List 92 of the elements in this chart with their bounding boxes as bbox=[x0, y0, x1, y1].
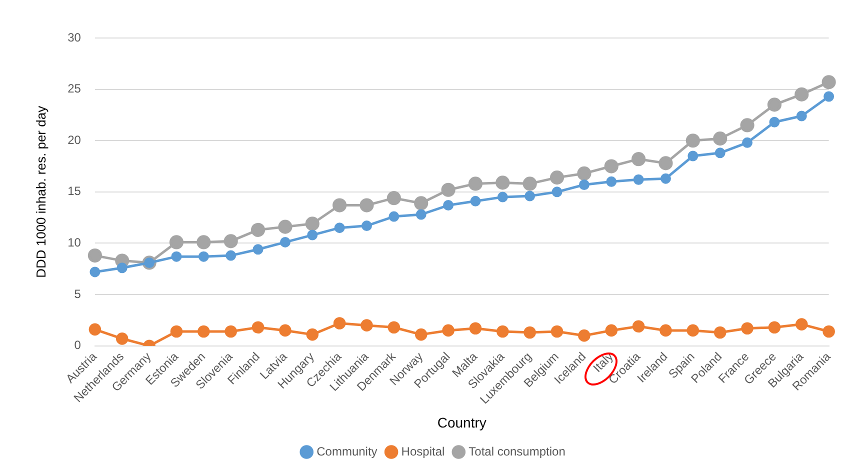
point bbox=[552, 186, 562, 198]
y-tick-label: 15 bbox=[68, 184, 82, 198]
point bbox=[305, 216, 320, 231]
point bbox=[796, 110, 807, 122]
point bbox=[88, 248, 102, 263]
point bbox=[714, 326, 726, 339]
point bbox=[497, 192, 508, 202]
y-tick-label: 10 bbox=[68, 236, 82, 250]
point bbox=[416, 209, 426, 220]
point bbox=[578, 179, 590, 190]
legend-label: Hospital bbox=[401, 444, 445, 458]
y-tick-label: 5 bbox=[74, 286, 82, 301]
point bbox=[633, 174, 644, 185]
point bbox=[468, 176, 483, 191]
point bbox=[660, 173, 671, 184]
point bbox=[769, 116, 780, 128]
legend-label: Community bbox=[316, 444, 378, 458]
point bbox=[116, 262, 128, 274]
point bbox=[686, 324, 700, 337]
point bbox=[686, 134, 700, 148]
point bbox=[169, 235, 184, 250]
point bbox=[171, 251, 182, 262]
point bbox=[90, 266, 100, 278]
point bbox=[660, 324, 672, 337]
point bbox=[362, 220, 372, 232]
point bbox=[714, 148, 726, 158]
point bbox=[198, 251, 209, 262]
point bbox=[605, 324, 618, 337]
point bbox=[496, 325, 509, 338]
point bbox=[632, 152, 646, 166]
point bbox=[414, 328, 428, 341]
point bbox=[550, 170, 564, 185]
point bbox=[332, 198, 347, 212]
point bbox=[280, 236, 290, 248]
point bbox=[822, 325, 835, 338]
point bbox=[388, 321, 400, 334]
point bbox=[632, 320, 645, 332]
point bbox=[116, 332, 128, 345]
point bbox=[469, 322, 482, 335]
point bbox=[360, 319, 373, 332]
point bbox=[252, 244, 264, 255]
y-tick-label: 25 bbox=[68, 82, 82, 96]
point bbox=[198, 325, 210, 338]
point bbox=[443, 200, 454, 211]
point bbox=[740, 118, 754, 132]
point bbox=[170, 325, 183, 338]
legend-label: Total consumption bbox=[468, 444, 566, 458]
point bbox=[360, 198, 374, 212]
point bbox=[767, 98, 782, 112]
y-tick-label: 30 bbox=[68, 30, 82, 44]
point bbox=[658, 156, 673, 170]
point bbox=[442, 324, 454, 337]
point bbox=[306, 328, 319, 341]
y-tick-label: 20 bbox=[68, 132, 82, 147]
point bbox=[279, 324, 292, 337]
point bbox=[794, 87, 809, 102]
point bbox=[742, 137, 753, 148]
y-axis-title: DDD 1000 inhab. res. per day bbox=[33, 105, 48, 278]
point bbox=[795, 318, 808, 330]
x-axis-title: Country bbox=[437, 414, 486, 430]
point bbox=[741, 322, 754, 335]
point bbox=[250, 222, 266, 237]
point bbox=[386, 191, 401, 206]
y-tick-label: 0 bbox=[74, 338, 82, 352]
point bbox=[224, 234, 238, 248]
point bbox=[822, 75, 836, 90]
point bbox=[88, 323, 102, 336]
point bbox=[577, 166, 592, 181]
point bbox=[414, 196, 428, 210]
point bbox=[441, 182, 456, 197]
point bbox=[196, 235, 211, 250]
point bbox=[226, 250, 236, 261]
point bbox=[713, 132, 728, 146]
point bbox=[578, 329, 590, 342]
point bbox=[496, 176, 510, 190]
point bbox=[470, 196, 481, 206]
point bbox=[550, 325, 564, 338]
point bbox=[606, 176, 617, 187]
point bbox=[224, 325, 237, 338]
point bbox=[688, 150, 698, 162]
point bbox=[333, 317, 346, 330]
point bbox=[522, 176, 537, 191]
point bbox=[307, 230, 318, 240]
point bbox=[388, 211, 400, 222]
point bbox=[768, 321, 781, 334]
point bbox=[334, 222, 345, 234]
point bbox=[278, 220, 292, 234]
point bbox=[524, 190, 536, 202]
point bbox=[524, 326, 536, 339]
point bbox=[824, 91, 834, 102]
point bbox=[252, 321, 264, 334]
point bbox=[604, 159, 618, 174]
